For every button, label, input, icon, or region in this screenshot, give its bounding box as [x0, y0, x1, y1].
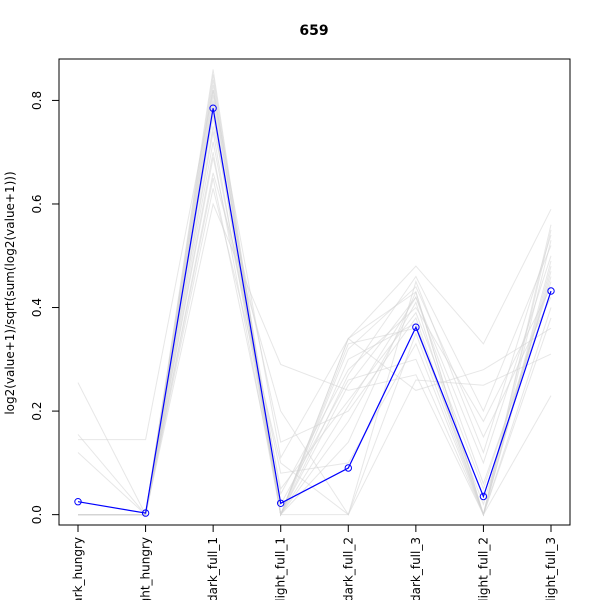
background-series-line-17 [78, 157, 552, 517]
background-series-line-15 [78, 95, 552, 516]
data-point-dark_full_3 [412, 323, 420, 331]
x-tick-label: light_full_3 [544, 537, 558, 600]
y-axis-label: log2(value+1)/sqrt(sum(log2(value+1))) [3, 171, 17, 414]
chart-title: 659 [299, 23, 328, 39]
y-axis: 0.0 0.2 0.4 0.6 0.8 [30, 91, 60, 524]
x-tick-label: ark_hungry [71, 537, 85, 600]
data-point-light_full_2 [479, 492, 488, 501]
highlight-series-line [77, 108, 552, 514]
x-tick-label: ght_hungry [139, 537, 153, 600]
background-series-line-19 [78, 177, 552, 517]
background-series-group [77, 69, 552, 517]
x-tick-label: dark_full_2 [341, 537, 355, 600]
y-tick-label: 0.8 [30, 91, 44, 110]
background-series-line-3 [77, 202, 552, 517]
main-series-group [74, 104, 555, 517]
background-series-line-11 [78, 141, 552, 516]
background-series-line-4 [78, 69, 552, 517]
data-point-light_full_1 [277, 499, 285, 507]
x-tick-label: dark_full_1 [206, 537, 220, 600]
background-series-line-9 [78, 172, 552, 517]
background-series-line-6 [78, 126, 552, 517]
background-series-line-16 [78, 131, 552, 517]
data-point-dark_hungry [74, 498, 82, 506]
x-axis: ark_hungry ght_hungry dark_full_1 light_ful… [71, 524, 558, 600]
data-point-dark_full_1 [209, 104, 217, 112]
data-point-dark_full_2 [344, 464, 352, 472]
data-point-light_hungry [141, 509, 150, 517]
x-tick-label: dark_full_3 [409, 537, 423, 600]
background-series-line-10 [78, 100, 552, 517]
y-tick-label: 0.0 [30, 505, 44, 524]
background-series-line-20 [78, 105, 552, 516]
y-tick-label: 0.2 [30, 402, 44, 421]
x-tick-label: light_full_2 [476, 537, 490, 600]
data-point-light_full_3 [547, 287, 555, 295]
y-tick-label: 0.4 [30, 298, 44, 317]
y-tick-label: 0.6 [30, 194, 44, 213]
background-series-line-12 [78, 74, 552, 517]
x-tick-label: light_full_1 [274, 537, 288, 600]
background-series-line-13 [78, 188, 552, 516]
